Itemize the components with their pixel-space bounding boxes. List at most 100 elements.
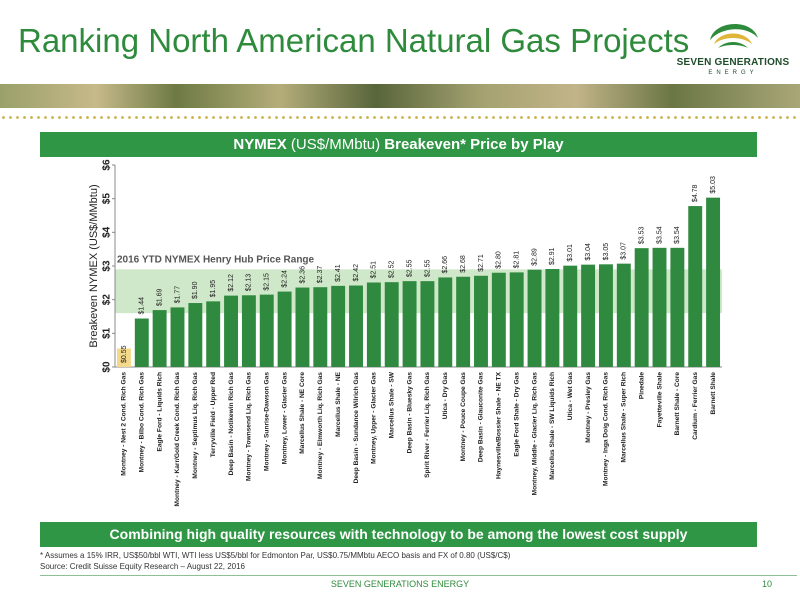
category-label: Barnett Shale (710, 372, 717, 415)
bar-value-label: $2.15 (264, 273, 271, 291)
bar-value-label: $2.13 (246, 274, 253, 292)
bar-value-label: $2.68 (460, 255, 467, 273)
category-label: Utica - Dry Gas (442, 372, 449, 420)
category-label: Montney - Elmworth Liq. Rich Gas (317, 372, 324, 479)
bar (259, 294, 274, 367)
bar-value-label: $2.91 (549, 247, 556, 265)
bottom-banner: Combining high quality resources with te… (40, 522, 757, 547)
category-label: Marcellus Shale - NE Core (299, 372, 306, 454)
bar (474, 275, 488, 367)
bar-value-label: $1.69 (156, 288, 163, 306)
bar-value-label: $4.78 (692, 184, 699, 202)
category-label: Montney - Townsend Liq. Rich Gas (246, 372, 253, 481)
bar (438, 277, 453, 367)
bar-value-label: $0.55 (121, 345, 128, 363)
category-label: Marcellus Shale - NE (335, 371, 342, 436)
category-label: Deep Basin - Bluesky Gas (406, 372, 413, 454)
bar-value-label: $2.12 (228, 274, 235, 292)
category-label: Montney - Inga Doig Cond. Rich Gas (603, 372, 610, 486)
category-label: Fayetteville Shale (656, 372, 663, 428)
bar (706, 197, 721, 367)
bar-value-label: $2.52 (389, 261, 396, 279)
bar-value-label: $2.89 (531, 248, 538, 266)
bar (313, 287, 328, 367)
category-label: Deep Basin - Glauconite Gas (478, 372, 485, 462)
y-tick-label: $3 (102, 260, 113, 272)
bar (420, 281, 435, 367)
category-label: Marcellus Shale - Super Rich (621, 372, 628, 463)
category-label: Montney, Middle - Glacier Liq. Rich Gas (531, 372, 538, 496)
category-label: Pinedale (638, 372, 645, 399)
bar (224, 295, 239, 367)
chart-header: NYMEX (US$/MMbtu) Breakeven* Price by Pl… (40, 132, 757, 157)
category-label: Montney - Presley Gas (585, 372, 592, 443)
category-label: Haynesville/Bossier Shale - NE TX (496, 371, 503, 479)
bar-value-label: $2.55 (406, 260, 413, 278)
category-label: Montney, Upper - Glacier Gas (371, 372, 378, 464)
bar-value-label: $3.05 (603, 243, 610, 261)
bar (241, 295, 256, 367)
bar (295, 287, 310, 367)
bar-value-label: $2.36 (299, 266, 306, 284)
source-note: Source: Credit Suisse Equity Research – … (40, 562, 246, 571)
bar-value-label: $2.42 (353, 264, 360, 282)
bar (116, 348, 131, 367)
category-label: Deep Basin - Notikewin Rich Gas (228, 372, 235, 476)
price-range-band (115, 269, 722, 314)
bar-value-label: $2.66 (442, 256, 449, 274)
bar-value-label: $3.04 (585, 243, 592, 261)
category-label: Barnett Shale - Core (674, 372, 681, 436)
footnote: * Assumes a 15% IRR, US$50/bbl WTI, WTI … (40, 551, 511, 560)
y-axis-title: Breakeven NYMEX (US$/MMbtu) (88, 184, 100, 347)
bar (384, 282, 399, 367)
chart-header-nymex: NYMEX (233, 136, 287, 153)
category-label: Montney - Sunrise-Dawson Gas (264, 372, 271, 471)
bar (152, 310, 167, 367)
price-range-label: 2016 YTD NYMEX Henry Hub Price Range (117, 254, 315, 265)
bar-value-label: $2.24 (281, 270, 288, 288)
bar (509, 272, 524, 367)
y-tick-label: $4 (102, 226, 113, 238)
bar (688, 206, 703, 367)
category-label: Montney, Lower - Glacier Gas (281, 372, 288, 465)
bar-value-label: $3.54 (674, 226, 681, 244)
dotted-divider (0, 115, 800, 120)
bar (349, 285, 363, 367)
bar-value-label: $2.71 (478, 254, 485, 272)
y-tick-label: $0 (102, 361, 113, 373)
chart-header-title: Breakeven* Price by Play (384, 136, 564, 153)
bar-value-label: $3.01 (567, 244, 574, 262)
bar (563, 265, 578, 367)
category-label: Marcellus Shale - SW (388, 371, 395, 438)
bar (366, 282, 381, 367)
bar (170, 307, 185, 367)
bar (598, 264, 613, 367)
category-label: Montney - Pouce Coupe Gas (460, 372, 467, 462)
company-logo: SEVEN GENERATIONS ENERGY (672, 10, 794, 85)
bar (491, 272, 506, 367)
category-label: Montney - Karr/Gold Creek Cond. Rich Gas (174, 372, 181, 507)
chart-header-unit: (US$/MMbtu) (286, 136, 385, 153)
footer-divider (40, 575, 797, 576)
bar-value-label: $3.53 (639, 227, 646, 245)
bar-value-label: $2.55 (424, 260, 431, 278)
category-label: Eagle Ford - Liquids Rich (156, 372, 163, 452)
bar-value-label: $3.07 (621, 242, 628, 260)
bar-value-label: $5.03 (710, 176, 717, 194)
page-number: 10 (762, 579, 773, 589)
logo-name: SEVEN GENERATIONS (676, 57, 790, 68)
bar (134, 318, 149, 367)
category-label: Utica - Wet Gas (567, 372, 574, 421)
logo-subtitle: ENERGY (708, 70, 758, 76)
y-tick-label: $5 (102, 193, 113, 205)
bar (188, 303, 203, 367)
category-label: Montney - Bilbo Cond. Rich Gas (139, 372, 146, 473)
category-label: Terryville Field - Upper Red (210, 372, 217, 457)
bar-value-label: $2.81 (514, 251, 521, 269)
bar-value-label: $1.90 (192, 281, 199, 299)
bar-value-label: $2.37 (317, 266, 324, 284)
y-tick-label: $2 (102, 294, 113, 306)
bar (277, 291, 292, 367)
y-tick-label: $1 (102, 327, 113, 339)
category-label: Spirit River - Ferrier Liq. Rich Gas (424, 372, 431, 478)
